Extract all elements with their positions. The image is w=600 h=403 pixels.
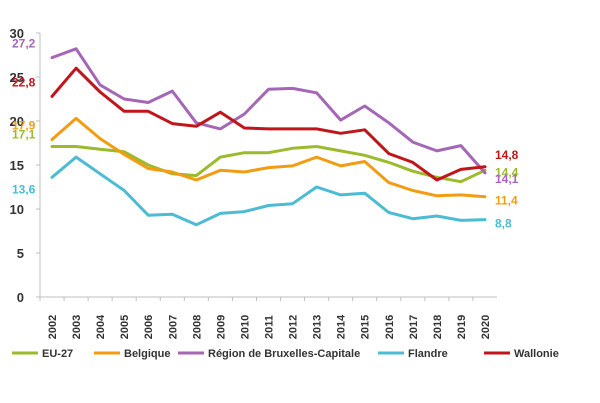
y-tick-label: 15 (10, 158, 24, 173)
end-value-label: 14,8 (495, 148, 519, 162)
legend: EU-27 Belgique Région de Bruxelles-Capital… (12, 348, 559, 360)
end-value-label: 14,4 (495, 165, 519, 179)
series-line-4 (50, 66, 487, 182)
x-tick-label: 2017 (408, 315, 420, 339)
start-value-label: 17,1 (12, 128, 36, 142)
x-tick-label: 2020 (480, 315, 492, 339)
start-value-label: 17,9 (12, 118, 36, 132)
y-tick-label: 20 (10, 114, 24, 129)
series-line-0 (50, 145, 487, 184)
x-tick-label: 2012 (288, 315, 300, 339)
data-labels: 27,2 22,8 17,917,1 13,6 14,8 14,414,1 11,4 8,8 (12, 37, 519, 231)
x-tick-label: 2015 (360, 315, 372, 339)
y-tick-label: 25 (10, 70, 24, 85)
x-tick-label: 2003 (71, 315, 83, 339)
y-tick-label: 10 (10, 202, 24, 217)
x-tick-label: 2019 (456, 315, 468, 339)
end-value-label: 14,1 (495, 172, 519, 186)
start-value-label: 22,8 (12, 75, 36, 89)
x-tick-label: 2016 (384, 315, 396, 339)
x-tick-label: 2018 (432, 315, 444, 339)
y-tick-label: 30 (10, 26, 24, 41)
x-tick-label: 2011 (264, 315, 276, 339)
series-layer (50, 47, 487, 227)
legend-label-2: Région de Bruxelles-Capitale (208, 348, 360, 360)
legend-label-0: EU-27 (42, 348, 73, 360)
start-value-label: 13,6 (12, 182, 36, 196)
x-tick-label: 2002 (47, 315, 59, 339)
series-line-2 (50, 47, 487, 175)
x-tick-label: 2010 (239, 315, 251, 339)
legend-label-3: Flandre (408, 348, 448, 360)
axes: 0 5 10 15 20 25 30 2002 2003 2004 2005 2006 2007 2008… (10, 26, 497, 339)
start-value-label: 27,2 (12, 37, 36, 51)
x-tick-label: 2009 (215, 315, 227, 339)
x-tick-label: 2006 (143, 315, 155, 339)
x-tick-label: 2008 (191, 315, 203, 339)
x-tick-label: 2005 (119, 315, 131, 339)
x-tick-label: 2014 (336, 314, 348, 339)
end-value-label: 8,8 (495, 217, 512, 231)
x-tick-label: 2013 (312, 315, 324, 339)
y-tick-label: 0 (17, 290, 24, 305)
legend-label-1: Belgique (124, 348, 170, 360)
series-line-1 (50, 116, 487, 199)
y-tick-label: 5 (17, 246, 24, 261)
x-tick-label: 2007 (167, 315, 179, 339)
x-tick-label: 2004 (95, 314, 107, 339)
legend-label-4: Wallonie (514, 348, 559, 360)
series-line-3 (50, 155, 487, 227)
end-value-label: 11,4 (495, 194, 518, 208)
